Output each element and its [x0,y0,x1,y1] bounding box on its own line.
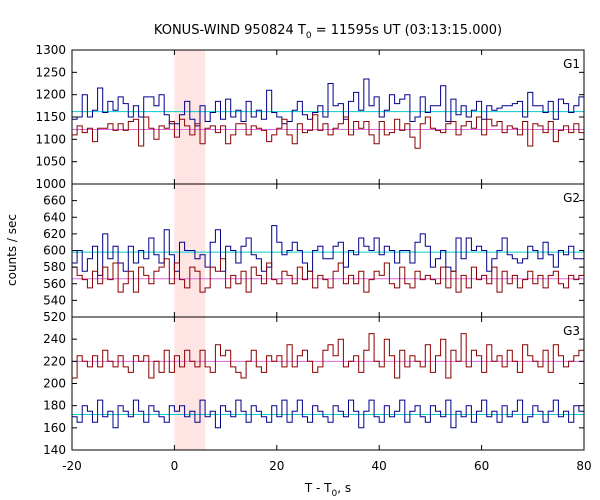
x-tick-label: 40 [372,459,387,473]
y-tick-label: 140 [43,443,66,457]
x-tick-label: 0 [171,459,179,473]
count-rate-step-series [72,225,584,276]
chart-title: KONUS-WIND 950824 T0 = 11595s UT (03:13:… [154,23,502,41]
panel-label: G1 [563,57,580,71]
y-tick-label: 540 [43,293,66,307]
y-tick-label: 580 [43,260,66,274]
y-tick-label: 240 [43,332,66,346]
panels-group: 1000105011001150120012501300G15205405605… [35,43,585,457]
highlight-interval [174,317,206,450]
chart-title-rest: = 11595s UT (03:13:15.000) [312,23,502,38]
y-tick-label: 180 [43,399,66,413]
y-tick-label: 520 [43,310,66,324]
count-rate-step-series [72,258,584,293]
chart-title-subscript: 0 [306,31,312,41]
y-tick-label: 1200 [35,88,66,102]
panel-g1: 1000 1050 1100 1150 1200 1250 1300 G1 [35,43,585,191]
panel-g3: 140 160 180 200 220 240 G3 [43,316,585,457]
count-rate-step-series [72,399,584,429]
x-axis-label-rest: , s [337,481,351,495]
x-tick-label: 20 [269,459,284,473]
y-tick-label: 1150 [35,110,66,124]
y-tick-label: 640 [43,210,66,224]
panel-plot-area [72,333,584,429]
x-tick-labels: -20 0 20 40 60 80 [62,459,591,473]
count-rate-step-series [72,78,584,127]
y-tick-label: 1050 [35,155,66,169]
panel-label: G2 [563,191,580,205]
count-rate-step-series [72,114,584,149]
y-tick-label: 220 [43,354,66,368]
y-tick-label: 1300 [35,43,66,57]
y-tick-label: 600 [43,244,66,258]
y-tick-label: 660 [43,194,66,208]
y-tick-label: 200 [43,377,66,391]
y-tick-label: 1250 [35,65,66,79]
x-axis-label-subscript: 0 [332,489,338,499]
y-tick-label: 1100 [35,132,66,146]
count-rate-step-series [72,333,584,379]
x-axis-label: T - T0, s [304,481,351,499]
y-tick-label: 560 [43,277,66,291]
y-tick-label: 620 [43,227,66,241]
panel-frame [71,316,585,451]
chart-title-main: KONUS-WIND 950824 T [154,23,306,38]
y-tick-label: 160 [43,421,66,435]
x-tick-label: -20 [62,459,82,473]
panel-plot-area [72,225,584,293]
panel-label: G3 [563,324,580,338]
x-axis-label-main: T - T [304,481,332,495]
y-tick-label: 1000 [35,177,66,191]
y-axis-label: counts / sec [5,214,19,286]
x-tick-label: 60 [474,459,489,473]
panel-plot-area [72,78,584,149]
x-tick-label: 80 [576,459,591,473]
panel-g2: 520 540 560 580 600 620 640 660 G2 [43,183,585,324]
